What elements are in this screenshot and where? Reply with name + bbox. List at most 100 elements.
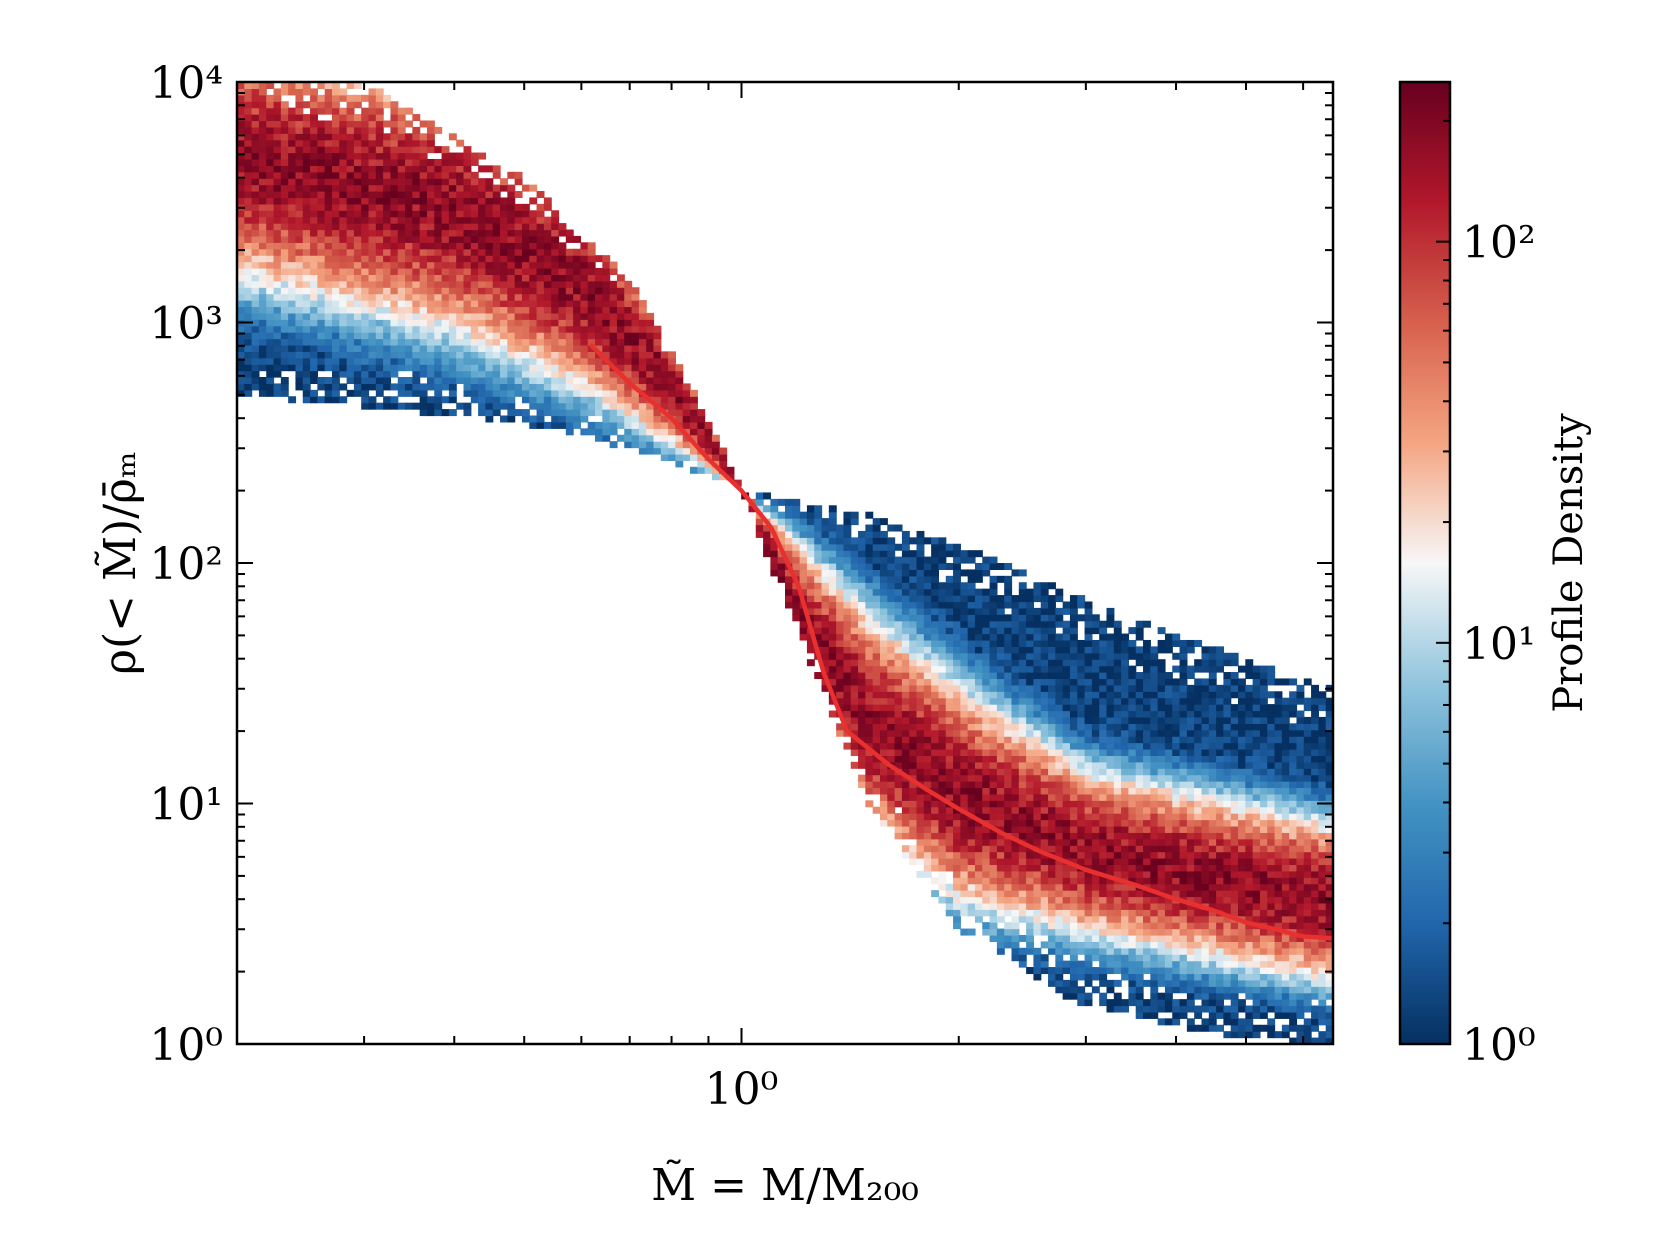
heatmap-cell <box>945 633 954 641</box>
heatmap-cell <box>397 171 406 179</box>
heatmap-cell <box>887 646 896 654</box>
heatmap-cell <box>1069 748 1078 756</box>
heatmap-cell <box>573 377 582 385</box>
heatmap-cell <box>478 351 487 359</box>
heatmap-cell <box>295 293 304 301</box>
heatmap-cell <box>412 293 421 301</box>
heatmap-cell <box>916 582 925 590</box>
heatmap-cell <box>974 877 983 885</box>
heatmap-cell <box>668 421 676 429</box>
heatmap-cell <box>1026 614 1035 622</box>
heatmap-cell <box>492 396 501 404</box>
heatmap-cell <box>463 402 472 410</box>
heatmap-cell <box>280 255 289 263</box>
heatmap-cell <box>521 370 530 378</box>
heatmap-cell <box>1091 858 1100 866</box>
heatmap-cell <box>339 351 348 359</box>
heatmap-cell <box>507 357 516 365</box>
heatmap-cell <box>850 537 859 545</box>
heatmap-cell <box>237 357 245 365</box>
heatmap-cell <box>1099 928 1108 936</box>
heatmap-cell <box>931 851 940 859</box>
heatmap-cell <box>1121 761 1130 769</box>
heatmap-cell <box>295 319 304 327</box>
heatmap-cell <box>368 223 377 231</box>
heatmap-cell <box>507 274 516 282</box>
heatmap-cell <box>492 210 501 218</box>
heatmap-cell <box>295 338 304 346</box>
heatmap-cell <box>1150 1011 1159 1019</box>
heatmap-cell <box>1099 678 1108 686</box>
heatmap-cell <box>1128 902 1137 910</box>
heatmap-cell <box>558 306 567 314</box>
heatmap-cell <box>551 357 560 365</box>
heatmap-cell <box>244 312 253 320</box>
heatmap-cell <box>536 325 545 333</box>
heatmap-cell <box>1106 877 1115 885</box>
heatmap-cell <box>353 191 362 199</box>
heatmap-cell <box>1004 774 1013 782</box>
heatmap-cell <box>397 280 406 288</box>
heatmap-cell <box>1121 941 1130 949</box>
heatmap-cell <box>478 229 487 237</box>
heatmap-cell <box>879 684 888 692</box>
heatmap-cell <box>397 152 406 160</box>
heatmap-cell <box>485 216 494 224</box>
heatmap-cell <box>1121 678 1130 686</box>
heatmap-cell <box>1099 999 1108 1007</box>
heatmap-cell <box>551 319 560 327</box>
heatmap-cell <box>806 575 815 583</box>
heatmap-cell <box>916 537 925 545</box>
heatmap-cell <box>894 672 903 680</box>
heatmap-cell <box>1091 928 1100 936</box>
heatmap-cell <box>1084 819 1093 827</box>
heatmap-cell <box>982 832 991 840</box>
heatmap-cell <box>551 396 560 404</box>
heatmap-cell <box>302 146 311 154</box>
heatmap-cell <box>1091 723 1100 731</box>
heatmap-cell <box>558 332 567 340</box>
heatmap-cell <box>1018 716 1027 724</box>
heatmap-cell <box>1143 832 1151 840</box>
heatmap-cell <box>536 319 545 327</box>
heatmap-cell <box>887 588 896 596</box>
heatmap-cell <box>426 383 435 391</box>
heatmap-cell <box>339 287 348 295</box>
heatmap-cell <box>1091 877 1100 885</box>
heatmap-cell <box>872 736 881 744</box>
heatmap-cell <box>543 364 552 372</box>
heatmap-cell <box>872 774 881 782</box>
heatmap-cell <box>1040 614 1049 622</box>
heatmap-cell <box>909 620 918 628</box>
heatmap-cell <box>1048 627 1056 635</box>
heatmap-cell <box>945 902 954 910</box>
heatmap-cell <box>543 235 552 243</box>
heatmap-cell <box>295 248 304 256</box>
heatmap-cell <box>390 274 399 282</box>
heatmap-cell <box>806 563 815 571</box>
heatmap-cell <box>901 620 910 628</box>
heatmap-cell <box>660 447 669 455</box>
heatmap-cell <box>353 216 362 224</box>
heatmap-cell <box>1121 915 1130 923</box>
heatmap-cell <box>1011 659 1020 667</box>
heatmap-cell <box>1011 909 1020 917</box>
heatmap-cell <box>331 88 340 96</box>
heatmap-cell <box>317 229 326 237</box>
heatmap-cell <box>653 389 662 397</box>
heatmap-cell <box>1128 992 1137 1000</box>
heatmap-cell <box>324 248 333 256</box>
heatmap-cell <box>237 325 245 333</box>
heatmap-cell <box>1069 992 1078 1000</box>
heatmap-cell <box>1143 659 1151 667</box>
heatmap-cell <box>887 665 896 673</box>
heatmap-cell <box>353 344 362 352</box>
heatmap-cell <box>1113 659 1122 667</box>
heatmap-cell <box>331 274 340 282</box>
heatmap-cell <box>901 639 910 647</box>
heatmap-cell <box>324 229 333 237</box>
heatmap-cell <box>872 659 881 667</box>
heatmap-cell <box>1106 979 1115 987</box>
heatmap-cell <box>1099 691 1108 699</box>
heatmap-cell <box>244 261 253 269</box>
